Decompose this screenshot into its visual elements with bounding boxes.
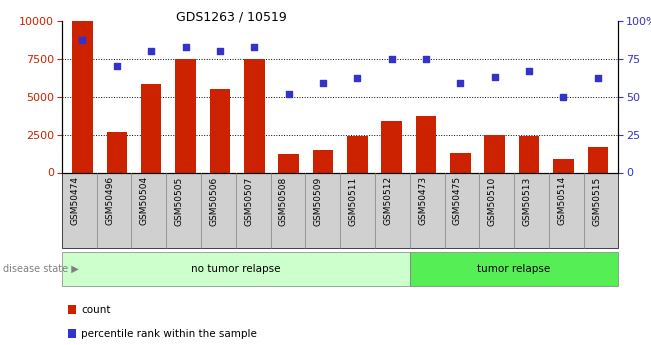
Text: GDS1263 / 10519: GDS1263 / 10519: [176, 10, 286, 23]
Point: [524, 68, 534, 73]
Point: [455, 80, 465, 86]
Bar: [141, 85, 161, 172]
Text: GSM50508: GSM50508: [279, 176, 288, 226]
Text: GSM50505: GSM50505: [174, 176, 184, 226]
Text: disease state ▶: disease state ▶: [3, 264, 79, 274]
Bar: [278, 154, 299, 172]
Point: [592, 76, 603, 81]
Bar: [450, 153, 471, 172]
Point: [559, 94, 569, 99]
Text: GSM50515: GSM50515: [592, 176, 601, 226]
Point: [249, 44, 260, 49]
Bar: [416, 116, 436, 172]
Text: GSM50510: GSM50510: [488, 176, 497, 226]
Text: no tumor relapse: no tumor relapse: [191, 264, 281, 274]
Text: count: count: [81, 305, 111, 315]
Point: [352, 76, 363, 81]
Point: [180, 44, 191, 49]
Bar: [381, 121, 402, 172]
Text: tumor relapse: tumor relapse: [477, 264, 551, 274]
Bar: [175, 59, 196, 172]
Point: [215, 48, 225, 54]
Point: [111, 63, 122, 69]
Point: [77, 38, 88, 43]
Text: GSM50513: GSM50513: [523, 176, 531, 226]
Bar: [553, 159, 574, 172]
Text: GSM50514: GSM50514: [557, 176, 566, 225]
Bar: [107, 131, 127, 172]
Point: [490, 74, 500, 80]
Text: percentile rank within the sample: percentile rank within the sample: [81, 329, 257, 339]
Text: GSM50509: GSM50509: [314, 176, 323, 226]
Text: GSM50473: GSM50473: [418, 176, 427, 225]
Point: [318, 80, 328, 86]
Point: [283, 91, 294, 96]
Text: GSM50506: GSM50506: [210, 176, 218, 226]
Point: [387, 56, 397, 61]
Point: [146, 48, 156, 54]
Text: GSM50511: GSM50511: [348, 176, 357, 226]
Bar: [587, 147, 608, 172]
Text: GSM50496: GSM50496: [105, 176, 114, 225]
Text: GSM50507: GSM50507: [244, 176, 253, 226]
Bar: [519, 136, 540, 172]
Text: GSM50475: GSM50475: [453, 176, 462, 225]
Bar: [72, 21, 92, 172]
Text: GSM50512: GSM50512: [383, 176, 393, 225]
Point: [421, 56, 431, 61]
Bar: [210, 89, 230, 172]
Bar: [244, 59, 264, 172]
Bar: [484, 135, 505, 172]
Bar: [312, 150, 333, 172]
Text: GSM50504: GSM50504: [140, 176, 149, 225]
Text: GSM50474: GSM50474: [70, 176, 79, 225]
Bar: [347, 136, 368, 172]
